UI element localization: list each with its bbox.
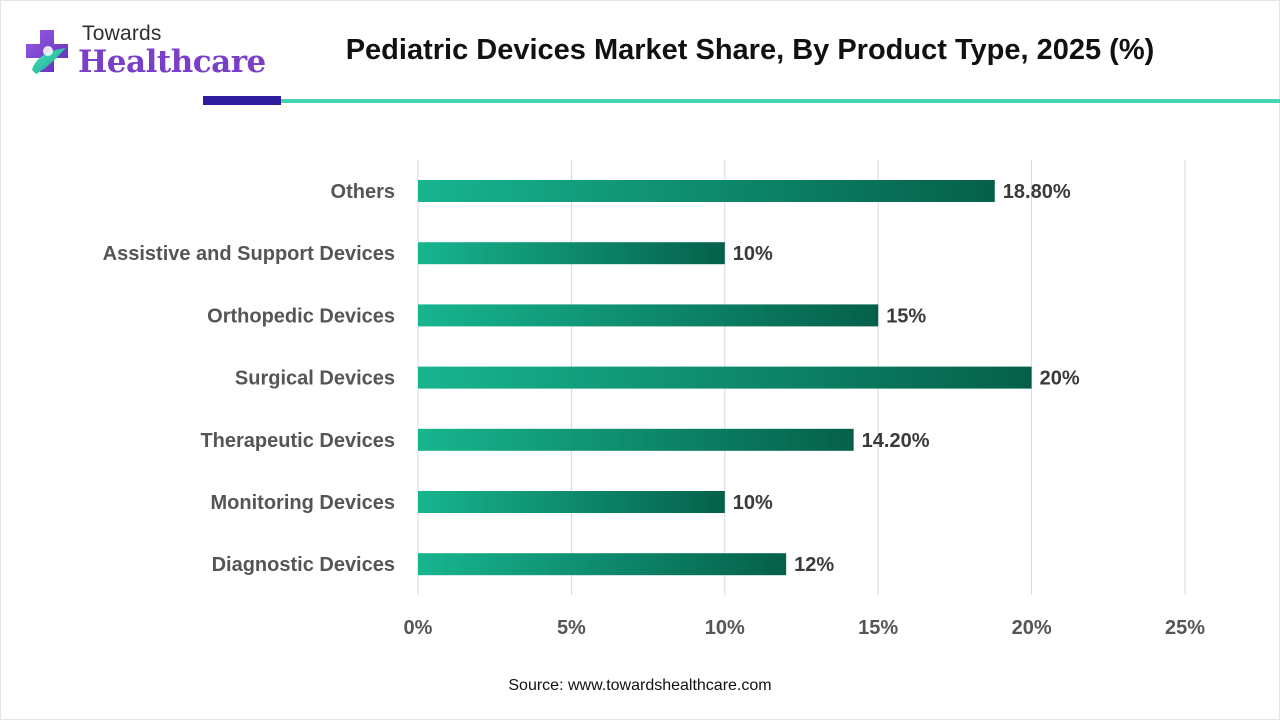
chart-title: Pediatric Devices Market Share, By Produ… bbox=[345, 34, 1155, 66]
category-label: Therapeutic Devices bbox=[200, 430, 395, 452]
logo-text-bottom: Healthcare bbox=[78, 44, 266, 80]
category-label: Surgical Devices bbox=[235, 368, 395, 390]
bar bbox=[418, 180, 995, 202]
category-label: Diagnostic Devices bbox=[212, 554, 395, 576]
data-label: 10% bbox=[733, 243, 773, 265]
x-tick-label: 5% bbox=[557, 617, 586, 639]
category-label: Others bbox=[331, 181, 395, 203]
data-label: 18.80% bbox=[1003, 181, 1071, 203]
data-label: 14.20% bbox=[862, 430, 930, 452]
x-tick-label: 20% bbox=[1012, 617, 1052, 639]
medical-cross-icon bbox=[26, 30, 68, 74]
title-underline bbox=[281, 99, 1280, 103]
bar bbox=[418, 491, 725, 513]
x-tick-label: 25% bbox=[1165, 617, 1205, 639]
category-label: Assistive and Support Devices bbox=[103, 243, 395, 265]
title-accent-bar bbox=[203, 96, 281, 105]
bar bbox=[418, 428, 854, 451]
bar bbox=[418, 553, 787, 576]
x-tick-label: 10% bbox=[705, 617, 745, 639]
data-label: 12% bbox=[794, 554, 834, 576]
bar bbox=[418, 242, 725, 265]
bar bbox=[418, 304, 879, 327]
category-label: Orthopedic Devices bbox=[207, 305, 395, 327]
data-label: 20% bbox=[1040, 368, 1080, 390]
x-tick-label: 15% bbox=[858, 617, 898, 639]
category-label: Monitoring Devices bbox=[211, 492, 395, 514]
brand-logo: Towards Healthcare bbox=[22, 22, 266, 84]
x-tick-label: 0% bbox=[404, 617, 433, 639]
data-label: 15% bbox=[886, 305, 926, 327]
bar bbox=[418, 366, 1032, 389]
data-label: 10% bbox=[733, 492, 773, 514]
source-note: Source: www.towardshealthcare.com bbox=[508, 677, 772, 694]
logo-text-top: Towards bbox=[82, 22, 162, 45]
